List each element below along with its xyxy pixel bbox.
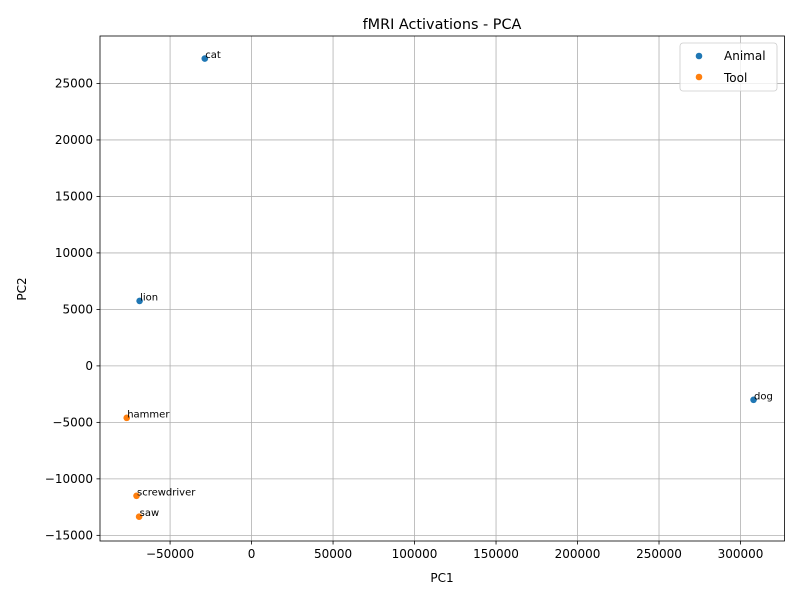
- point-labels-layer: cat lion dog hammer screwdriver saw: [127, 50, 773, 519]
- y-tick-label: 0: [85, 359, 93, 373]
- x-tick-label: 200000: [555, 547, 601, 561]
- y-tick-label: 25000: [55, 77, 93, 91]
- x-tick-label: 100000: [392, 547, 438, 561]
- point-label-cat: cat: [205, 50, 221, 61]
- point-label-saw: saw: [140, 508, 160, 519]
- plot-frame: [99, 35, 785, 542]
- legend-label-animal: Animal: [724, 49, 766, 63]
- data-point-lion: [136, 297, 143, 305]
- x-tick-label: −50000: [146, 547, 194, 561]
- data-point-hammer: [123, 414, 131, 422]
- x-axis-title: PC1: [430, 571, 453, 585]
- y-tick-label: −15000: [45, 529, 93, 543]
- legend-marker-tool: [695, 73, 703, 81]
- y-tick-label: 15000: [55, 190, 93, 204]
- legend: Animal Tool: [679, 42, 778, 92]
- y-tick-label: 10000: [55, 246, 93, 260]
- x-tick-label: 0: [248, 547, 256, 561]
- grid-layer: [100, 36, 785, 541]
- data-point-screwdriver: [133, 492, 140, 500]
- y-tick-label: 5000: [62, 303, 93, 317]
- data-point-saw: [135, 513, 143, 521]
- data-point-cat: [201, 55, 209, 62]
- y-tick-label: −5000: [52, 416, 93, 430]
- x-tick-label: 150000: [473, 547, 519, 561]
- x-tick-label: 250000: [636, 547, 682, 561]
- legend-marker-animal: [695, 52, 703, 60]
- point-label-dog: dog: [754, 391, 773, 402]
- ticks-layer: −50000 0 50000 100000 150000 200000 250000 3000…: [45, 77, 764, 561]
- points-layer: [123, 55, 757, 521]
- x-tick-label: 300000: [718, 547, 764, 561]
- y-axis-title: PC2: [15, 277, 29, 300]
- point-label-lion: lion: [140, 292, 158, 303]
- point-label-hammer: hammer: [127, 409, 170, 420]
- y-tick-label: 20000: [55, 133, 93, 147]
- legend-label-tool: Tool: [723, 71, 747, 85]
- point-label-screwdriver: screwdriver: [137, 487, 196, 498]
- y-tick-label: −10000: [45, 472, 93, 486]
- chart-title: fMRI Activations - PCA: [363, 17, 522, 33]
- x-tick-label: 50000: [314, 547, 352, 561]
- legend-box: [679, 42, 778, 92]
- data-point-dog: [750, 396, 757, 404]
